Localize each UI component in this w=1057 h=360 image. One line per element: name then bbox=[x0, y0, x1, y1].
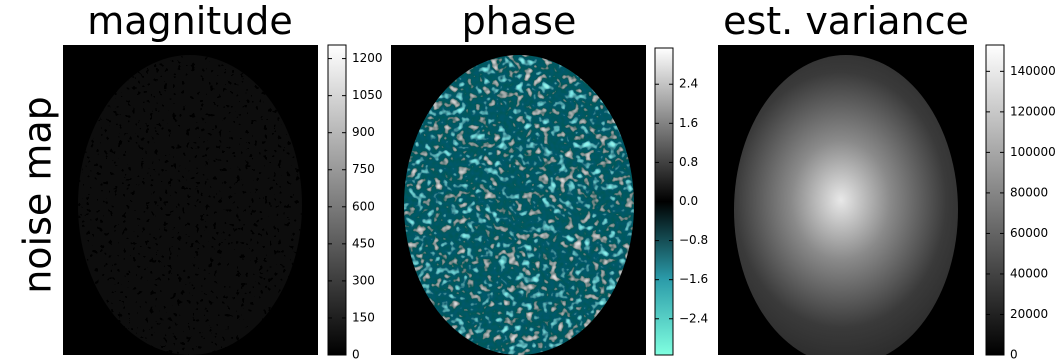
tick-label: 0 bbox=[1010, 348, 1018, 360]
colorbar bbox=[985, 44, 1005, 356]
panel-title: magnitude bbox=[87, 0, 293, 43]
tick-label: 900 bbox=[352, 125, 375, 139]
tick-label: 0.0 bbox=[679, 194, 698, 208]
tick-label: 600 bbox=[352, 199, 375, 213]
tick-label: 750 bbox=[352, 162, 375, 176]
row-label: noise map bbox=[16, 96, 60, 294]
tick-label: 1200 bbox=[352, 51, 383, 65]
tick-label: 0 bbox=[352, 348, 360, 360]
tick-label: 150 bbox=[352, 310, 375, 324]
tick-label: 0.8 bbox=[679, 155, 698, 169]
tick-label: 140000 bbox=[1010, 64, 1056, 78]
magnitude-image bbox=[78, 55, 302, 355]
tick-label: 80000 bbox=[1010, 185, 1048, 199]
tick-label: 60000 bbox=[1010, 226, 1048, 240]
colorbar bbox=[327, 44, 347, 356]
tick-label: 120000 bbox=[1010, 104, 1056, 118]
tick-label: −1.6 bbox=[679, 272, 708, 286]
tick-label: 100000 bbox=[1010, 145, 1056, 159]
tick-label: −2.4 bbox=[679, 311, 708, 325]
panel-title: est. variance bbox=[723, 0, 969, 43]
tick-label: 2.4 bbox=[679, 77, 698, 91]
tick-label: 450 bbox=[352, 236, 375, 250]
variance-image bbox=[734, 55, 958, 355]
tick-label: 1.6 bbox=[679, 116, 698, 130]
tick-label: 1050 bbox=[352, 88, 383, 102]
phase-image bbox=[404, 55, 634, 355]
tick-label: 300 bbox=[352, 273, 375, 287]
tick-label: 40000 bbox=[1010, 266, 1048, 280]
panel-title: phase bbox=[462, 0, 577, 43]
tick-label: −0.8 bbox=[679, 233, 708, 247]
tick-label: 20000 bbox=[1010, 307, 1048, 321]
